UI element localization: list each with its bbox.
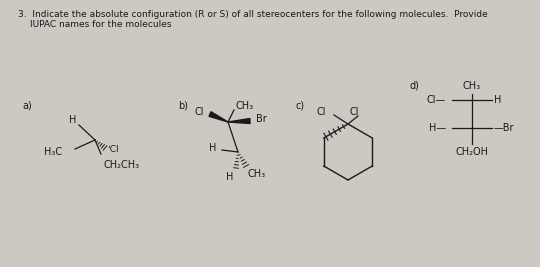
Text: —Br: —Br xyxy=(494,123,515,133)
Text: CH₃: CH₃ xyxy=(248,169,266,179)
Text: CH₂CH₃: CH₂CH₃ xyxy=(103,160,139,170)
Text: d): d) xyxy=(410,80,420,90)
Text: H: H xyxy=(208,143,216,153)
Text: Cl: Cl xyxy=(350,107,360,117)
Text: a): a) xyxy=(22,100,32,110)
Text: H—: H— xyxy=(429,123,446,133)
Text: H: H xyxy=(494,95,501,105)
Text: CH₂OH: CH₂OH xyxy=(456,147,489,157)
Polygon shape xyxy=(209,112,228,122)
Polygon shape xyxy=(228,119,250,124)
Text: H: H xyxy=(226,172,234,182)
Text: 3.  Indicate the absolute configuration (R or S) of all stereocenters for the fo: 3. Indicate the absolute configuration (… xyxy=(18,10,488,19)
Text: b): b) xyxy=(178,100,188,110)
Text: Cl—: Cl— xyxy=(427,95,446,105)
Text: CH₃: CH₃ xyxy=(236,101,254,111)
Text: ʻCl: ʻCl xyxy=(107,146,119,155)
Text: CH₃: CH₃ xyxy=(463,81,481,91)
Text: H: H xyxy=(69,115,77,125)
Text: c): c) xyxy=(295,100,304,110)
Text: Cl: Cl xyxy=(316,107,326,117)
Text: Br: Br xyxy=(256,114,267,124)
Text: Cl: Cl xyxy=(194,107,204,117)
Text: H₃C: H₃C xyxy=(44,147,62,157)
Text: IUPAC names for the molecules: IUPAC names for the molecules xyxy=(30,20,172,29)
